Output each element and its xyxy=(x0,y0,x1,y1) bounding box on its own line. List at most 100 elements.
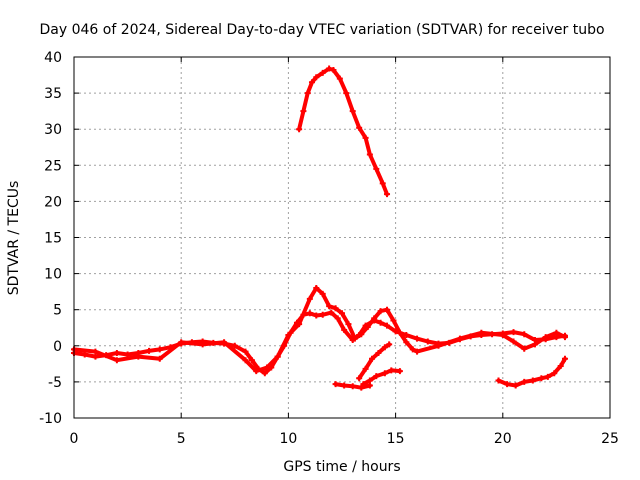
series-line-base-track xyxy=(72,310,567,376)
data-point xyxy=(384,322,391,329)
data-point xyxy=(113,350,120,357)
data-point xyxy=(285,331,292,338)
data-point xyxy=(414,335,421,342)
data-point xyxy=(375,350,382,357)
x-axis-label: GPS time / hours xyxy=(283,459,400,475)
data-series-group xyxy=(71,65,568,391)
data-point xyxy=(542,334,549,341)
data-point xyxy=(381,370,388,377)
data-point xyxy=(403,339,410,346)
data-point xyxy=(221,339,228,346)
data-point xyxy=(362,365,369,372)
data-point xyxy=(377,308,384,315)
y-tick-label: 40 xyxy=(44,50,62,66)
data-point xyxy=(414,348,421,355)
data-point xyxy=(274,353,281,360)
data-point xyxy=(156,355,163,362)
data-point xyxy=(504,381,511,388)
data-point xyxy=(396,368,403,375)
data-point xyxy=(499,331,506,338)
data-point xyxy=(358,384,365,391)
data-point xyxy=(253,368,260,375)
data-point xyxy=(304,90,311,97)
data-point xyxy=(345,321,352,328)
data-point xyxy=(362,134,369,141)
data-point xyxy=(510,329,517,336)
data-point xyxy=(336,75,343,82)
data-point xyxy=(313,285,320,292)
data-point xyxy=(538,375,545,382)
data-point xyxy=(561,355,568,362)
data-point xyxy=(561,334,568,341)
data-point xyxy=(356,124,363,131)
data-point xyxy=(510,338,517,345)
data-point xyxy=(313,312,320,319)
data-point xyxy=(319,69,326,76)
gridlines xyxy=(74,57,610,418)
data-point xyxy=(369,355,376,362)
data-point xyxy=(313,74,320,81)
data-point xyxy=(261,370,268,377)
data-point xyxy=(388,367,395,374)
data-point xyxy=(178,339,185,346)
data-point xyxy=(366,382,373,389)
x-tick-label: 5 xyxy=(177,431,186,447)
data-point xyxy=(373,165,380,172)
y-tick-label: 0 xyxy=(53,339,62,355)
data-point xyxy=(339,310,345,317)
y-axis-label: SDTVAR / TECUs xyxy=(6,181,22,296)
data-point xyxy=(360,381,367,388)
data-point xyxy=(456,335,463,342)
data-point xyxy=(366,377,373,384)
data-point xyxy=(330,66,337,73)
series-line-negative-d xyxy=(496,356,567,388)
data-point xyxy=(364,324,371,331)
data-point xyxy=(326,303,333,310)
data-point xyxy=(521,378,528,385)
data-point xyxy=(529,377,536,384)
data-point xyxy=(248,357,255,364)
data-point xyxy=(306,310,313,317)
y-tick-label: 20 xyxy=(44,194,62,210)
data-point xyxy=(308,79,315,86)
data-point xyxy=(199,341,206,348)
data-point xyxy=(349,383,356,390)
data-point xyxy=(390,317,397,324)
data-point xyxy=(396,329,403,336)
data-point xyxy=(377,319,384,326)
y-axis-ticks: -10 -5 0 5 10 15 20 25 30 35 40 xyxy=(39,50,610,427)
data-point xyxy=(135,353,142,360)
data-point xyxy=(263,364,270,371)
data-point xyxy=(521,345,528,352)
data-point xyxy=(113,357,120,364)
data-point xyxy=(371,315,378,322)
data-point xyxy=(341,382,348,389)
chart-title: Day 046 of 2024, Sidereal Day-to-day VTE… xyxy=(39,22,604,38)
y-tick-label: 30 xyxy=(44,122,62,138)
data-point xyxy=(296,126,303,133)
data-point xyxy=(553,329,560,336)
data-point xyxy=(495,377,502,384)
data-point xyxy=(384,306,391,313)
y-tick-label: 5 xyxy=(53,303,62,319)
data-point xyxy=(379,180,386,187)
data-point xyxy=(319,290,326,297)
y-tick-label: 10 xyxy=(44,267,62,283)
data-point xyxy=(403,331,410,338)
data-point xyxy=(478,329,485,336)
y-tick-label: -5 xyxy=(48,375,62,391)
data-point xyxy=(351,335,358,342)
data-point xyxy=(358,331,365,338)
data-point xyxy=(349,108,356,115)
y-tick-label: 15 xyxy=(44,231,62,247)
data-point xyxy=(424,338,431,345)
data-point xyxy=(332,305,339,312)
data-point xyxy=(386,341,393,348)
data-point xyxy=(242,357,249,364)
data-point xyxy=(326,65,333,72)
series-line-upper-arc xyxy=(297,66,389,197)
data-point xyxy=(512,382,519,389)
x-axis-ticks: 0 5 10 15 20 25 xyxy=(70,57,619,447)
x-tick-label: 25 xyxy=(601,431,619,447)
data-point xyxy=(435,342,442,349)
